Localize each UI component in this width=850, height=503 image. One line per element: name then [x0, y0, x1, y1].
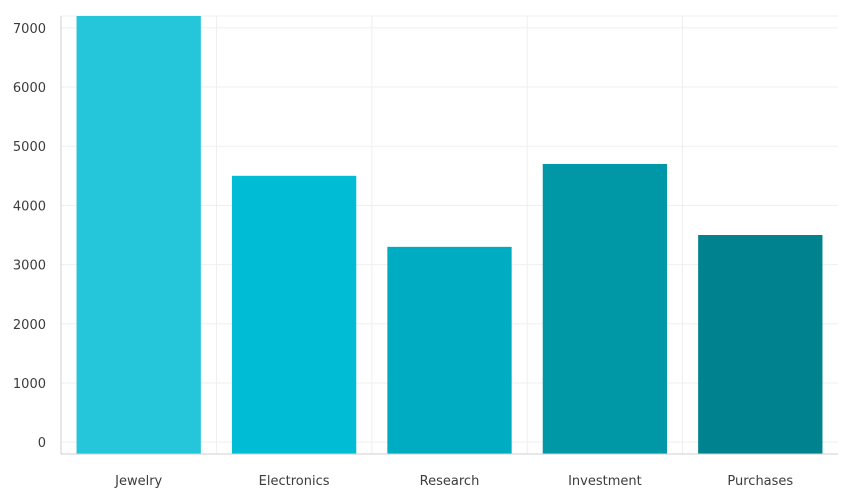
x-tick-label: Purchases	[727, 474, 793, 489]
x-tick-label: Research	[420, 474, 480, 489]
y-tick-label: 0	[38, 436, 46, 451]
axes	[60, 16, 838, 455]
bar-investment[interactable]	[542, 163, 668, 455]
bar-research[interactable]	[387, 246, 512, 454]
y-tick-label: 2000	[13, 318, 46, 333]
y-tick-labels: 0 1000 2000 3000 4000 5000 6000 7000	[13, 22, 46, 451]
bar-purchases[interactable]	[698, 235, 823, 454]
y-tick-label: 6000	[13, 81, 46, 96]
x-tick-label: Electronics	[259, 474, 330, 489]
bar-jewelry[interactable]	[76, 16, 201, 454]
y-tick-label: 3000	[13, 259, 46, 274]
y-tick-label: 7000	[13, 22, 46, 37]
x-tick-label: Investment	[568, 474, 642, 489]
x-tick-label: Jewelry	[114, 474, 162, 489]
x-tick-labels: Jewelry Electronics Research Investment Purc…	[114, 474, 793, 489]
bars	[76, 16, 823, 455]
bar-electronics[interactable]	[231, 175, 357, 455]
y-tick-label: 1000	[13, 377, 46, 392]
y-tick-label: 5000	[13, 140, 46, 155]
y-tick-label: 4000	[13, 199, 46, 214]
